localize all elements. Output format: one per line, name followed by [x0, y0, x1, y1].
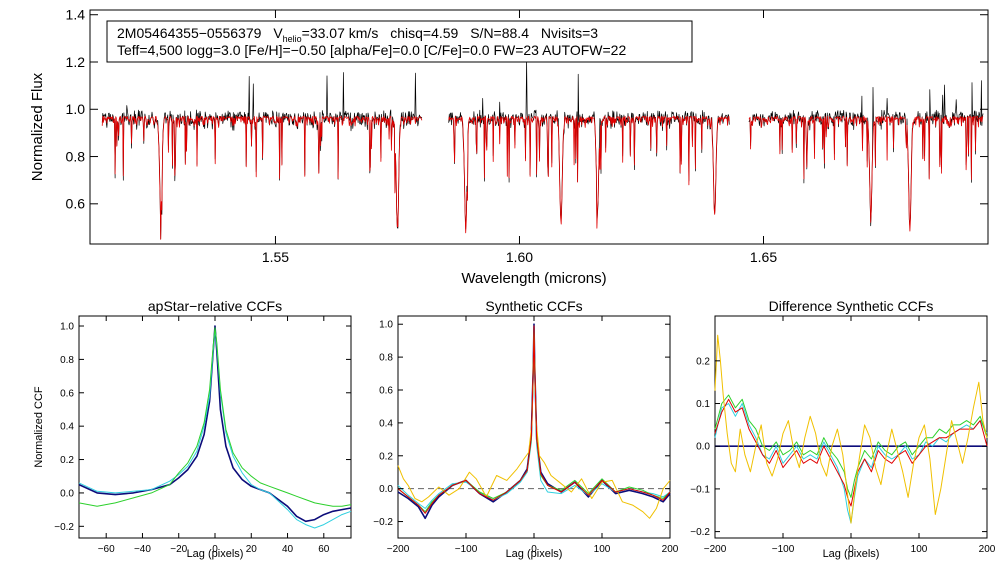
ccf-apstar-ytick-label: 0.0	[60, 488, 74, 499]
ccf-apstar-xtick-label: 0	[212, 544, 218, 555]
ccf-difference-visit-3-line	[714, 334, 988, 524]
spectrum-xtick-label: 1.65	[750, 249, 777, 265]
annotation-chisq: chisq=4.59	[390, 25, 458, 41]
ccf-apstar-ytick-label: 0.8	[60, 355, 74, 366]
ccf-synthetic-xtick-label: 200	[662, 544, 679, 555]
ccf-apstar-xtick-label: −60	[98, 544, 115, 555]
annotation-v-value: =33.07 km/s	[302, 25, 379, 41]
spectrum-axis-ticks: 1.55 1.60 1.65 0.6 0.8 1.0 1.2 1.4	[66, 7, 988, 265]
ccf-synthetic-x-label: Lag (pixels)	[506, 548, 563, 560]
ccf-apstar-frame	[78, 315, 352, 539]
ccf-difference-xtick-label: −200	[704, 544, 727, 555]
ccf-apstar-series-group	[78, 325, 352, 529]
annotation-line-1: 2M05464355−0556379 Vhelio=33.07 km/s chi…	[117, 25, 598, 44]
ccf-difference-title: Difference Synthetic CCFs	[769, 298, 934, 314]
ccf-difference-axis-ticks: −200 −100 0 100 200 −0.2 −0.1 0.0 0.1 0.2	[690, 316, 996, 555]
ccf-apstar-ytick-label: 0.4	[60, 422, 74, 433]
ccf-difference-x-label: Lag (pixels)	[823, 548, 880, 560]
spectrum-ytick-label: 0.8	[66, 148, 86, 164]
annotation-star-id: 2M05464355−0556379	[117, 25, 262, 41]
ccf-difference-panel: Difference Synthetic CCFs −200 −100 0 100 20…	[690, 298, 996, 560]
ccf-apstar-axis-ticks: −60 −40 −20 0 20 40 60 −0.2 0.0 0.2 0.4 0.6 0.8 1.0	[54, 316, 351, 555]
ccf-difference-ytick-label: −0.1	[690, 484, 710, 495]
ccf-apstar-ytick-label: −0.2	[54, 522, 74, 533]
spectrum-observed-line	[448, 58, 730, 230]
ccf-apstar-combined-line	[78, 325, 352, 523]
ccf-synthetic-axis-ticks: −200 −100 0 100 200 −0.2 0.0 0.2 0.4 0.6 0.8 1.0	[373, 316, 679, 555]
ccf-apstar-xtick-label: −40	[134, 544, 151, 555]
ccf-difference-xtick-label: −100	[772, 544, 795, 555]
spectrum-xtick-label: 1.55	[262, 249, 289, 265]
ccf-synthetic-ytick-label: 0.6	[379, 386, 393, 397]
ccf-synthetic-ytick-label: 0.2	[379, 451, 393, 462]
ccf-apstar-xtick-label: 40	[282, 544, 294, 555]
ccf-apstar-visit-1-line	[78, 328, 352, 529]
spectrum-observed-line	[101, 72, 423, 240]
ccf-synthetic-ytick-label: 0.0	[379, 484, 393, 495]
ccf-apstar-x-label: Lag (pixels)	[187, 548, 244, 560]
annotation-snr: S/N=88.4	[470, 25, 529, 41]
spectrum-xtick-label: 1.60	[506, 249, 533, 265]
ccf-difference-series-group	[714, 334, 988, 524]
ccf-apstar-xtick-label: −20	[170, 544, 187, 555]
ccf-difference-visit-red-line	[714, 398, 988, 507]
ccf-apstar-ytick-label: 0.2	[60, 455, 74, 466]
annotation-line-2: Teff=4,500 logg=3.0 [Fe/H]=−0.50 [alpha/…	[117, 42, 626, 58]
ccf-difference-xtick-label: 200	[979, 544, 996, 555]
ccf-apstar-ytick-label: 1.0	[60, 322, 74, 333]
ccf-apstar-xtick-label: 60	[318, 544, 330, 555]
spectrum-panel: 1.55 1.60 1.65 0.6 0.8 1.0 1.2 1.4 Wavelength (…	[29, 7, 989, 287]
spectrum-ytick-label: 1.4	[66, 7, 86, 23]
ccf-difference-visit-2-line	[714, 394, 988, 498]
ccf-synthetic-xtick-label: −100	[455, 544, 478, 555]
ccf-apstar-visit-2-line	[78, 327, 352, 507]
spectrum-model-line	[448, 116, 730, 234]
spectrum-observed-line	[748, 80, 984, 227]
ccf-synthetic-ytick-label: 0.4	[379, 418, 393, 429]
annotation-frame	[106, 20, 693, 63]
ccf-synthetic-ytick-label: 0.8	[379, 353, 393, 364]
ccf-synthetic-visit-red-line	[397, 325, 671, 514]
spectrum-y-label: Normalized Flux	[29, 72, 46, 181]
ccf-apstar-panel: apStar−relative CCFs −60 −40 −20 0 20 40 60 −0.…	[33, 298, 352, 560]
annotation-nvisits: Nvisits=3	[541, 25, 598, 41]
ccf-difference-ytick-label: −0.2	[690, 527, 710, 538]
ccf-difference-ytick-label: 0.1	[696, 399, 710, 410]
ccf-apstar-y-label: Normalized CCF	[33, 386, 45, 468]
ccf-synthetic-panel: Synthetic CCFs −200 −100 0 100 200 −0.2 0.0 0.2…	[373, 298, 679, 560]
spectrum-ytick-label: 1.0	[66, 101, 86, 117]
ccf-synthetic-ytick-label: 1.0	[379, 320, 393, 331]
ccf-synthetic-title: Synthetic CCFs	[485, 298, 582, 314]
annotation-v-prefix: V	[273, 25, 283, 41]
ccf-apstar-title: apStar−relative CCFs	[148, 298, 282, 314]
ccf-difference-xtick-label: 0	[848, 544, 854, 555]
spectrum-model-line	[101, 116, 423, 240]
ccf-apstar-xtick-label: 20	[246, 544, 258, 555]
ccf-synthetic-ytick-label: −0.2	[373, 517, 393, 528]
spectrum-plot-frame	[89, 9, 989, 245]
spectrum-series-group	[101, 58, 984, 240]
ccf-apstar-ytick-label: 0.6	[60, 388, 74, 399]
spectrum-model-line	[748, 116, 984, 232]
ccf-synthetic-series-group	[397, 323, 671, 520]
spectrum-annotation-box: 2M05464355−0556379 Vhelio=33.07 km/s chi…	[106, 20, 693, 63]
spectrum-ytick-label: 0.6	[66, 196, 86, 212]
ccf-difference-xtick-label: 100	[911, 544, 928, 555]
spectrum-ytick-label: 1.2	[66, 54, 86, 70]
ccf-difference-ytick-label: 0.0	[696, 442, 710, 453]
ccf-difference-ytick-label: 0.2	[696, 356, 710, 367]
spectrum-x-label: Wavelength (microns)	[461, 270, 606, 287]
annotation-v-sub: helio	[283, 34, 302, 44]
ccf-synthetic-xtick-label: 0	[531, 544, 537, 555]
ccf-synthetic-xtick-label: 100	[594, 544, 611, 555]
ccf-synthetic-xtick-label: −200	[387, 544, 410, 555]
